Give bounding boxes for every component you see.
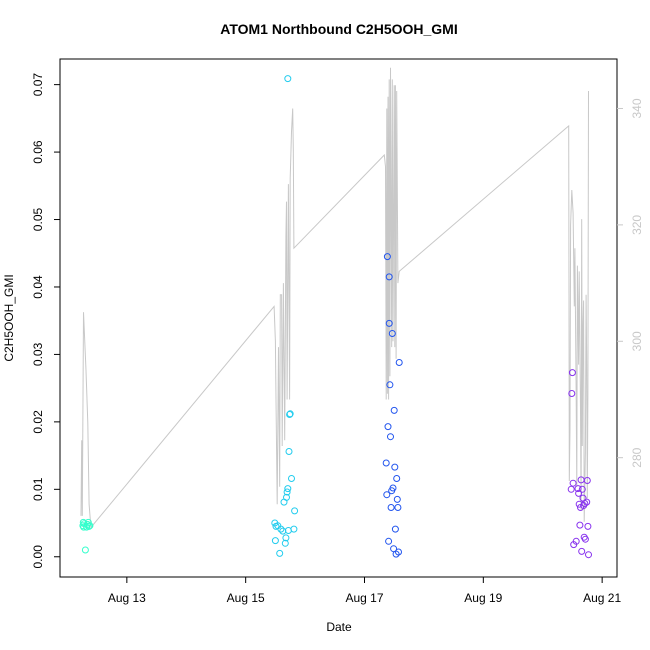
- y2-tick-label: 340: [630, 98, 644, 118]
- data-point-series-2: [283, 488, 291, 496]
- data-point-series-3: [394, 504, 402, 511]
- data-point-series-2: [277, 525, 285, 533]
- data-point-series-2: [290, 525, 298, 533]
- data-point-series-3: [391, 525, 399, 533]
- axes-layer: Aug 13 Aug 15 Aug 17 Aug 19 Aug 21 0.00 0.01 0.…: [31, 73, 644, 605]
- y-tick-label: 0.02: [31, 410, 45, 434]
- data-point-series-2: [288, 475, 295, 482]
- y-tick-label: 0.03: [31, 342, 45, 366]
- data-point-series-2: [286, 410, 294, 418]
- data-point-series-3: [386, 381, 394, 389]
- data-point-series-4: [578, 485, 586, 493]
- data-point-series-3: [382, 459, 390, 467]
- data-point-series-3: [383, 491, 391, 499]
- data-point-series-3: [391, 463, 399, 471]
- data-point-series-1: [81, 546, 89, 554]
- data-point-series-2: [291, 507, 299, 515]
- data-point-series-3: [393, 475, 401, 482]
- x-tick-label: Aug 15: [227, 591, 265, 605]
- data-point-series-3: [395, 548, 402, 556]
- data-point-series-4: [584, 522, 592, 530]
- plot-frame: [59, 58, 618, 578]
- y-tick-label: 0.07: [31, 73, 45, 97]
- data-point-series-2: [283, 493, 290, 501]
- points-layer: [79, 75, 592, 559]
- data-point-series-4: [575, 489, 583, 497]
- y2-tick-label: 320: [630, 215, 644, 235]
- data-point-series-4: [581, 500, 589, 507]
- y-axis-label: C2H5OOH_GMI: [2, 274, 16, 361]
- data-point-series-3: [387, 504, 395, 511]
- data-point-series-4: [567, 485, 575, 493]
- line-layer: [80, 67, 589, 529]
- x-tick-label: Aug 19: [464, 591, 502, 605]
- x-tick-label: Aug 17: [345, 591, 383, 605]
- data-point-series-2: [281, 539, 289, 547]
- data-point-series-4: [574, 485, 582, 493]
- data-point-series-1: [79, 518, 87, 526]
- data-point-series-3: [395, 359, 403, 366]
- data-point-series-3: [390, 406, 398, 414]
- line-series: [80, 67, 589, 529]
- data-point-series-2: [276, 549, 284, 557]
- x-axis-label: Date: [326, 620, 352, 634]
- x-tick-label: Aug 21: [583, 591, 621, 605]
- data-point-series-1: [84, 518, 92, 526]
- y-tick-label: 0.06: [31, 140, 45, 164]
- data-point-series-2: [284, 75, 292, 83]
- y-tick-label: 0.01: [31, 477, 45, 501]
- data-point-series-3: [383, 253, 391, 261]
- data-point-series-1: [86, 522, 94, 530]
- data-point-series-2: [282, 534, 290, 542]
- data-point-series-4: [578, 547, 586, 555]
- data-point-series-3: [389, 484, 397, 492]
- y-tick-label: 0.04: [31, 275, 45, 299]
- data-point-series-3: [393, 495, 401, 503]
- data-point-series-4: [576, 521, 584, 529]
- data-point-series-3: [388, 330, 396, 337]
- data-point-series-3: [385, 537, 393, 545]
- y-tick-label: 0.00: [31, 545, 45, 569]
- data-point-series-4: [585, 551, 592, 559]
- x-tick-label: Aug 13: [108, 591, 146, 605]
- data-point-series-3: [385, 273, 393, 281]
- data-point-series-4: [583, 477, 591, 484]
- data-point-series-4: [568, 369, 576, 377]
- data-point-series-2: [286, 411, 294, 418]
- data-point-series-4: [581, 535, 589, 543]
- data-point-series-3: [387, 433, 394, 441]
- data-point-series-4: [569, 479, 577, 487]
- y2-tick-label: 300: [630, 331, 644, 351]
- data-point-series-2: [284, 485, 292, 493]
- data-point-series-2: [271, 537, 279, 545]
- data-point-series-3: [384, 423, 392, 431]
- data-point-series-4: [572, 537, 580, 545]
- data-point-series-4: [583, 498, 591, 506]
- data-point-series-2: [285, 448, 293, 455]
- y-tick-label: 0.05: [31, 207, 45, 231]
- data-point-series-3: [385, 319, 393, 327]
- data-point-series-4: [568, 390, 576, 397]
- data-point-series-1: [85, 522, 93, 530]
- chart-title: ATOM1 Northbound C2H5OOH_GMI: [220, 21, 457, 37]
- y2-tick-label: 280: [630, 447, 644, 467]
